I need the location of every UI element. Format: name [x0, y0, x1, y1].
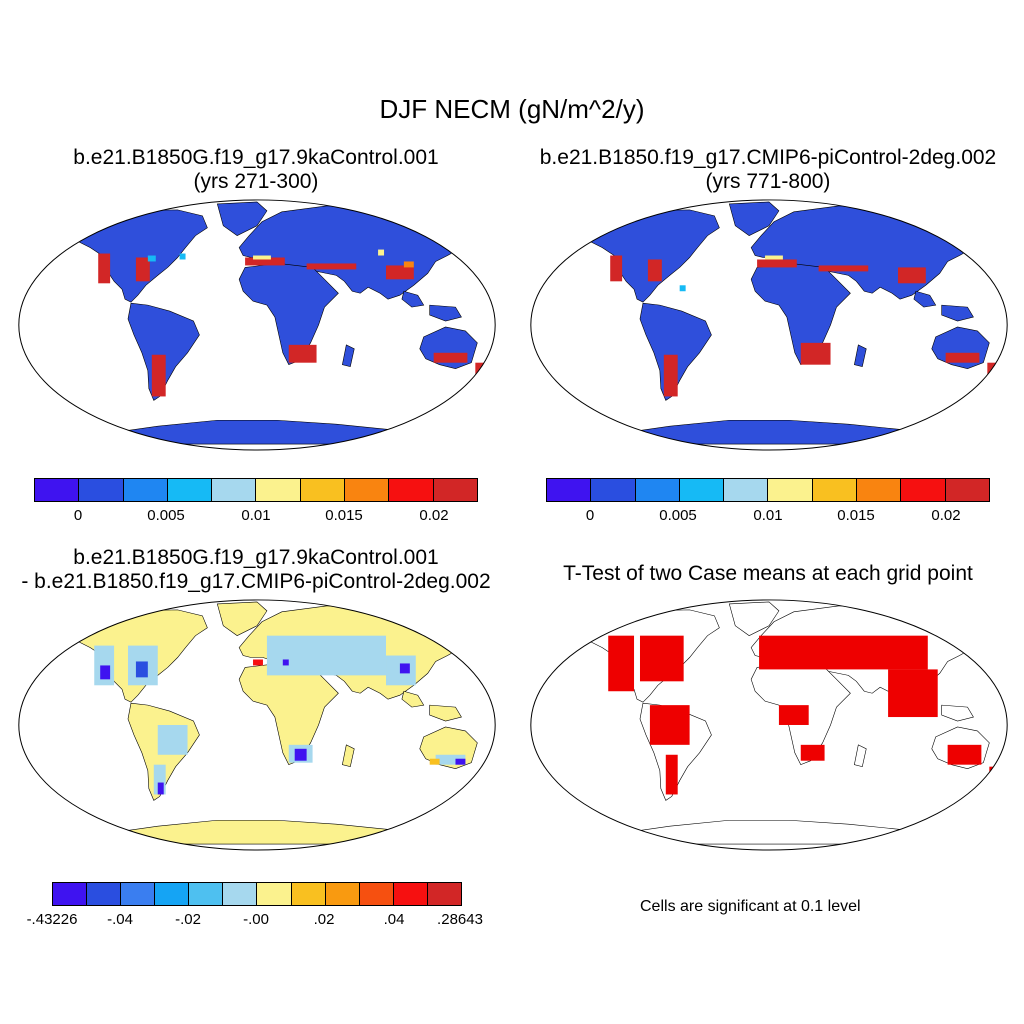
colorbar-swatch: [87, 883, 122, 905]
colorbar-tick: 0: [585, 507, 595, 524]
map-ttest: [530, 599, 1008, 851]
significant-cells: [608, 635, 1000, 795]
colorbar-tick: .04: [383, 911, 405, 928]
colorbar-swatch: [257, 883, 292, 905]
colorbar-swatch: [433, 479, 477, 501]
colorbar-tick: 0.015: [837, 507, 875, 524]
colorbar-swatch: [901, 479, 946, 501]
colorbar-tick: 0.01: [241, 507, 271, 524]
colorbar-tick: -.04: [107, 911, 133, 928]
colorbar-swatch: [123, 479, 168, 501]
panel-title-top-left: b.e21.B1850G.f19_g17.9kaControl.001 (yrs…: [0, 146, 512, 194]
colorbar-tick: 0.02: [931, 507, 961, 524]
colorbar-swatch: [256, 479, 301, 501]
colorbar-swatch: [359, 883, 394, 905]
colorbar-swatch: [155, 883, 190, 905]
colorbar-swatch: [167, 479, 213, 501]
colorbar-swatch: [35, 479, 80, 501]
colorbar-swatch: [724, 479, 769, 501]
panel-title-line1: b.e21.B1850G.f19_g17.9kaControl.001: [73, 546, 439, 569]
diff-patches: [94, 635, 466, 795]
colorbar-swatch: [547, 479, 592, 501]
colorbar-case1: [34, 478, 478, 502]
colorbar-swatch: [79, 479, 124, 501]
colorbar-tick: 0: [73, 507, 83, 524]
colorbar-swatch: [635, 479, 680, 501]
colorbar-swatch: [300, 479, 346, 501]
colorbar-tick: .02: [313, 911, 335, 928]
colorbar-tick: 0.005: [659, 507, 697, 524]
panel-title-bottom-right: T-Test of two Case means at each grid po…: [563, 562, 973, 585]
colorbar-swatch: [945, 479, 989, 501]
colorbar-tick: 0.01: [753, 507, 783, 524]
colorbar-tick: -.02: [175, 911, 201, 928]
colorbar-swatch: [427, 883, 461, 905]
main-title: DJF NECM (gN/m^2/y): [379, 94, 645, 124]
colorbar-case2: [546, 478, 990, 502]
colorbar-tick: -.43226: [26, 911, 78, 928]
colorbar-swatch: [53, 883, 88, 905]
colorbar-swatch: [768, 479, 813, 501]
colorbar-swatch: [325, 883, 360, 905]
map-case2: [530, 199, 1008, 451]
colorbar-swatch: [223, 883, 258, 905]
panel-title-line2: - b.e21.B1850.f19_g17.CMIP6-piControl-2d…: [21, 570, 491, 593]
hotspots-case2: [610, 255, 1000, 397]
colorbar-tick: 0.005: [147, 507, 185, 524]
colorbar-swatch: [212, 479, 257, 501]
significance-note: Cells are significant at 0.1 level: [640, 898, 861, 915]
colorbar-swatch: [857, 479, 902, 501]
panel-title-line1: b.e21.B1850.f19_g17.CMIP6-piControl-2deg…: [539, 146, 997, 169]
colorbar-swatch: [345, 479, 390, 501]
colorbar-swatch: [679, 479, 725, 501]
panel-title-line2: (yrs 271-300): [193, 170, 319, 193]
colorbar-difference: [52, 882, 462, 906]
colorbar-swatch: [121, 883, 156, 905]
colorbar-swatch: [389, 479, 434, 501]
colorbar-swatch: [393, 883, 428, 905]
colorbar-tick: 0.015: [325, 507, 363, 524]
panel-title-line2: (yrs 771-800): [705, 170, 831, 193]
colorbar-tick: -.00: [243, 911, 269, 928]
colorbar-swatch: [812, 479, 858, 501]
map-case1: [18, 199, 496, 451]
colorbar-swatch: [291, 883, 326, 905]
panel-title-bottom-left: b.e21.B1850G.f19_g17.9kaControl.001 - b.…: [0, 546, 512, 594]
panel-title-top-right: b.e21.B1850.f19_g17.CMIP6-piControl-2deg…: [512, 146, 1024, 194]
hotspots-case1: [98, 249, 488, 397]
panel-title-line1: b.e21.B1850G.f19_g17.9kaControl.001: [73, 146, 439, 169]
colorbar-tick: 0.02: [419, 507, 449, 524]
colorbar-tick: .28643: [437, 911, 483, 928]
colorbar-swatch: [189, 883, 224, 905]
colorbar-swatch: [591, 479, 636, 501]
map-difference: [18, 599, 496, 851]
